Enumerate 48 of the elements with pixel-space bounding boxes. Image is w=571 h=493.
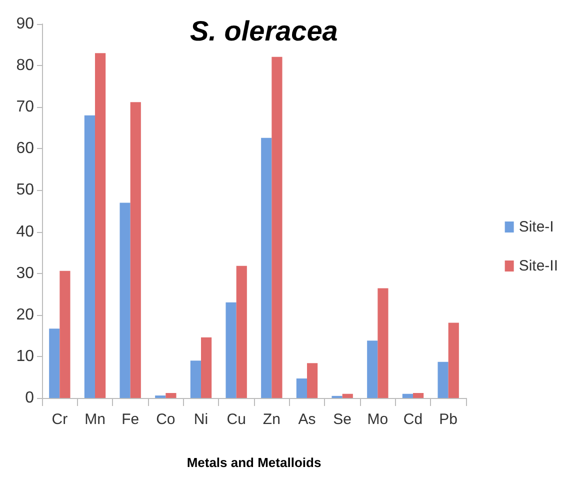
bar (190, 360, 201, 398)
x-tick-label: Cd (403, 411, 423, 428)
y-tick-label: 80 (16, 57, 34, 74)
bar (261, 138, 272, 398)
bar (49, 328, 60, 398)
bar (342, 394, 353, 398)
y-tick-label: 0 (25, 390, 34, 406)
y-tick-label: 30 (16, 264, 34, 282)
bar (236, 266, 247, 398)
bar (60, 270, 70, 398)
bar (226, 302, 236, 398)
y-tick-label: 20 (16, 306, 34, 324)
bar (296, 378, 307, 398)
bar (166, 393, 176, 398)
x-axis-title: Metals and Metalloids (186, 455, 322, 470)
y-tick-label: 60 (16, 140, 34, 158)
x-tick-label: As (298, 411, 316, 428)
bar (402, 394, 413, 398)
x-tick-label: Fe (122, 411, 140, 428)
x-tick-label: Pb (439, 411, 458, 428)
x-tick-label: Cu (226, 411, 246, 428)
x-tick-label: Ni (194, 411, 208, 428)
bar (413, 393, 424, 398)
bar (378, 288, 388, 398)
x-tick-label: Mo (367, 411, 388, 428)
bar (120, 202, 130, 398)
bar (448, 322, 459, 398)
bar (84, 115, 95, 398)
x-tick-label: Cr (52, 411, 68, 428)
bar (367, 340, 378, 398)
y-tick-label: 70 (16, 98, 34, 116)
x-tick-label: Zn (262, 411, 280, 428)
y-tick-label: 40 (16, 223, 34, 240)
bar (130, 102, 141, 398)
x-tick-label: Mn (84, 411, 106, 428)
bar (201, 337, 212, 398)
y-tick-label: 50 (16, 182, 34, 199)
bar (307, 363, 318, 398)
legend-label: Site-I (518, 218, 554, 236)
bar (95, 53, 106, 398)
legend-label: Site-II (518, 258, 558, 274)
bar (438, 362, 448, 398)
y-tick-label: 90 (16, 16, 34, 32)
x-tick-label: Co (156, 411, 176, 428)
chart-title: S. oleracea (190, 16, 338, 46)
bar (272, 56, 282, 398)
y-tick-label: 10 (16, 348, 34, 365)
x-tick-label: Se (333, 411, 352, 428)
